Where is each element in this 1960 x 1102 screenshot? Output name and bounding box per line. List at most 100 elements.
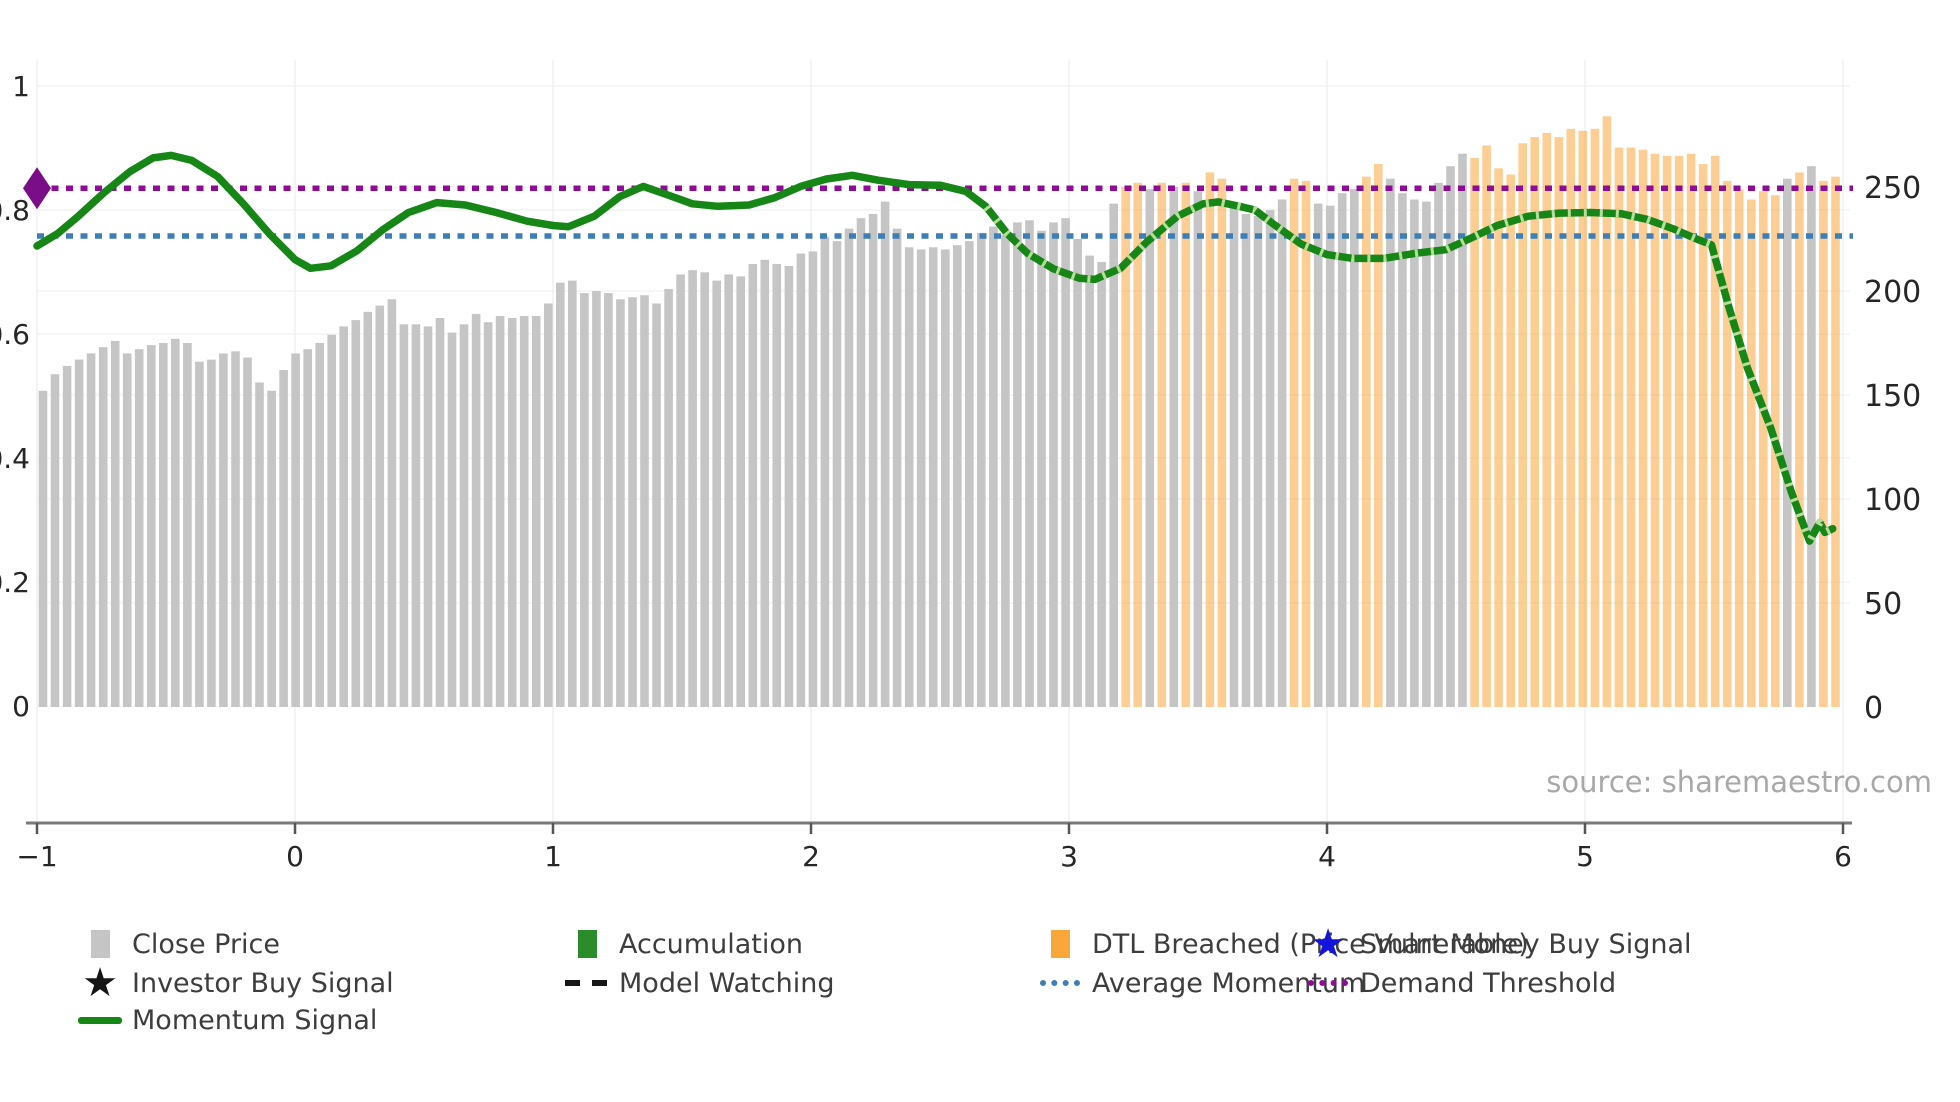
bar-close-price <box>953 245 962 707</box>
chart-canvas: −1 0 1 2 3 4 5 6 0 0.2 0.4 0.6 0.8 1 0 50 100 150 200 250 so… <box>0 60 1932 873</box>
bar-close-price <box>255 382 264 707</box>
bar-dtl-breached <box>1121 187 1130 707</box>
bar-close-price <box>387 299 397 707</box>
bar-dtl-breached <box>1626 147 1636 707</box>
bar-close-price <box>1422 201 1431 707</box>
right-tick-label: 200 <box>1864 275 1921 310</box>
bar-dtl-breached <box>1819 180 1828 708</box>
legend-label: Close Price <box>132 928 280 960</box>
x-tick-label: 6 <box>1834 840 1852 873</box>
bar-close-price <box>375 305 385 707</box>
momentum-signal-line <box>33 151 1837 545</box>
bar-close-price <box>147 345 156 707</box>
bar-close-price <box>604 293 613 707</box>
bar-dtl-breached <box>1181 182 1191 708</box>
bar-close-price <box>483 322 493 707</box>
bar-dtl-breached <box>1133 182 1142 708</box>
bar-dtl-breached <box>1662 155 1672 708</box>
bar-close-price <box>315 343 324 707</box>
x-tick-label: 5 <box>1576 840 1594 873</box>
bar-dtl-breached <box>1674 155 1684 708</box>
bar-close-price <box>880 201 890 707</box>
bar-close-price <box>423 326 433 707</box>
bar-close-price <box>1037 230 1046 707</box>
bar-close-price <box>351 320 361 707</box>
left-axis-labels: 0 0.2 0.4 0.6 0.8 1 <box>0 70 30 723</box>
bar-close-price <box>760 259 770 707</box>
bar-close-price <box>856 218 866 707</box>
bar-close-price <box>1446 166 1455 707</box>
blue-dotted-line-icon <box>1038 980 1082 986</box>
bar-dtl-breached <box>1759 191 1768 707</box>
bar-dtl-breached <box>1157 182 1167 708</box>
close-price-swatch-icon <box>78 930 122 958</box>
bar-dtl-breached <box>1831 176 1840 708</box>
bar-close-price <box>568 280 577 707</box>
bar-close-price <box>110 340 120 707</box>
bar-close-price <box>1386 178 1395 707</box>
bar-close-price <box>784 266 794 707</box>
bar-close-price <box>965 241 974 707</box>
bar-close-price <box>1025 220 1034 708</box>
left-tick-label: 0.2 <box>0 566 30 599</box>
black-star-icon: ★ <box>82 960 118 1006</box>
left-tick-label: 0.8 <box>0 194 30 227</box>
bar-dtl-breached <box>1518 143 1527 708</box>
bar-close-price <box>688 270 697 707</box>
bar-close-price <box>267 390 276 707</box>
x-tick-label: −1 <box>16 840 57 873</box>
bar-close-price <box>652 303 661 707</box>
bar-close-price <box>1253 216 1263 707</box>
bar-close-price <box>86 353 96 707</box>
bar-close-price <box>556 282 565 707</box>
bar-close-price <box>1097 261 1106 707</box>
bar-close-price <box>219 353 228 707</box>
right-tick-label: 150 <box>1864 379 1921 414</box>
bar-dtl-breached <box>1578 130 1588 708</box>
bar-close-price <box>1434 182 1443 708</box>
bar-close-price <box>531 316 541 707</box>
bar-close-price <box>1049 222 1058 707</box>
bar-close-price <box>1001 234 1010 708</box>
bar-close-price <box>134 349 144 707</box>
bar-close-price <box>1109 203 1118 707</box>
bar-close-price <box>183 343 192 707</box>
accumulation-swatch-icon <box>565 930 609 958</box>
bar-close-price <box>38 390 48 707</box>
purple-dotted-line-icon <box>1306 980 1350 986</box>
bar-close-price <box>1169 187 1179 707</box>
bar-close-price <box>892 228 902 707</box>
bar-dtl-breached <box>1747 199 1756 707</box>
bar-close-price <box>640 295 649 707</box>
bar-close-price <box>580 293 589 707</box>
bar-close-price <box>62 365 72 707</box>
legend-item-dtl-breached: DTL Breached (Price Vulnerable) <box>1038 927 1529 961</box>
bar-close-price <box>447 332 457 707</box>
chart-legend: Close Price ★ Investor Buy Signal Moment… <box>0 905 1960 1102</box>
bar-dtl-breached <box>1205 172 1215 707</box>
bar-close-price <box>207 359 216 707</box>
legend-item-momentum-signal: Momentum Signal <box>78 1003 377 1037</box>
left-tick-label: 1 <box>12 70 30 103</box>
bar-close-price <box>904 247 914 708</box>
threshold-lines <box>37 185 1853 239</box>
bar-close-price <box>1229 203 1239 707</box>
bar-dtl-breached <box>1289 178 1299 707</box>
x-tick-label: 1 <box>544 840 562 873</box>
legend-label: Momentum Signal <box>132 1004 378 1036</box>
bar-close-price <box>303 349 312 707</box>
bar-close-price <box>1265 209 1275 707</box>
bar-close-price <box>796 253 806 707</box>
bar-close-price <box>327 334 336 707</box>
bar-close-price <box>495 316 505 707</box>
bar-dtl-breached <box>1686 153 1696 707</box>
x-tick-label: 4 <box>1318 840 1336 873</box>
x-tick-label: 2 <box>802 840 820 873</box>
legend-label: Model Watching <box>619 967 835 999</box>
bar-close-price <box>1807 166 1816 707</box>
bar-close-price <box>243 357 252 707</box>
bar-close-price <box>664 288 673 707</box>
bar-close-price <box>832 241 842 707</box>
bar-close-price <box>1398 193 1407 707</box>
bar-close-price <box>1337 193 1347 707</box>
